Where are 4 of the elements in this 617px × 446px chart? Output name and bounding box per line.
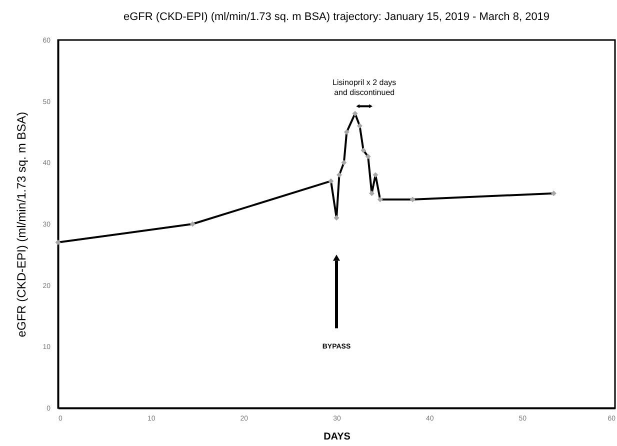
x-axis-title: DAYS <box>324 432 351 442</box>
annotation: Lisinopril x 2 days and discontinued <box>332 78 396 97</box>
chart-title: eGFR (CKD-EPI) (ml/min/1.73 sq. m BSA) trajectory: January 15, 2019 - March 8, 2019 <box>123 11 550 23</box>
y-axis-title: eGFR (CKD-EPI) (ml/min/1.73 sq. m BSA) <box>14 112 29 338</box>
